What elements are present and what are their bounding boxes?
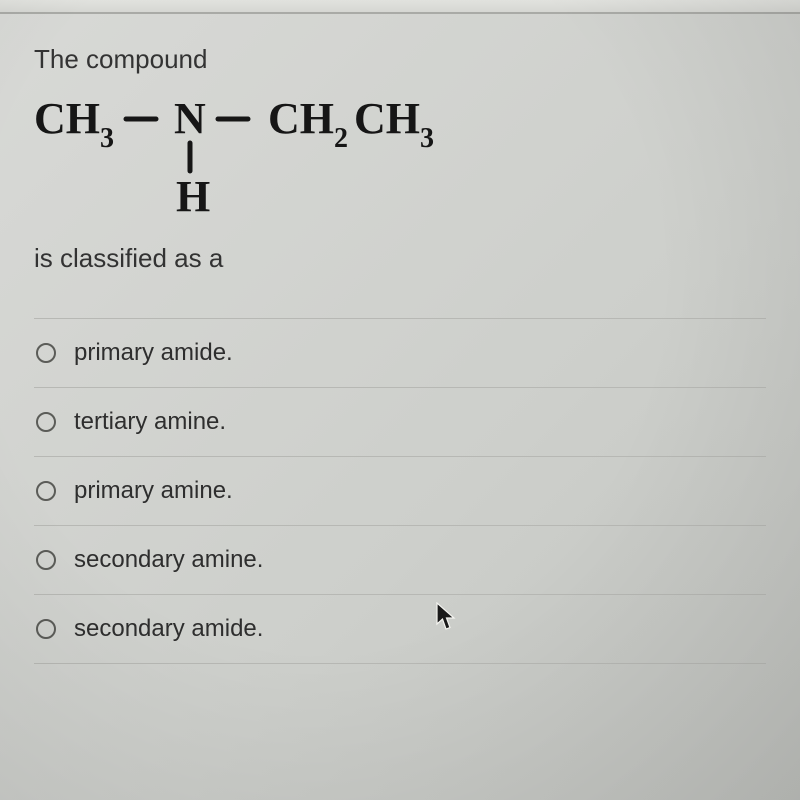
option-label: tertiary amine.	[74, 408, 226, 436]
formula-group-0-main: CH	[34, 94, 100, 143]
option-label: secondary amine.	[74, 546, 263, 574]
formula-group-3-main: CH	[354, 94, 420, 143]
question-block: The compound CH 3 N CH 2 CH 3 H is class…	[0, 0, 800, 674]
radio-icon[interactable]	[36, 481, 56, 501]
option-label: secondary amide.	[74, 615, 263, 643]
option-label: primary amine.	[74, 477, 233, 505]
question-lead-text: The compound	[34, 44, 766, 75]
radio-icon[interactable]	[36, 412, 56, 432]
formula-group-1-main: N	[174, 94, 206, 143]
radio-icon[interactable]	[36, 619, 56, 639]
options-list: primary amide. tertiary amine. primary a…	[34, 318, 766, 664]
formula-group-0-sub: 3	[100, 123, 114, 154]
formula-group-2-main: CH	[268, 94, 334, 143]
window-frame-top	[0, 0, 800, 14]
radio-icon[interactable]	[36, 550, 56, 570]
question-tail-text: is classified as a	[34, 243, 766, 274]
radio-icon[interactable]	[36, 343, 56, 363]
option-row-3[interactable]: secondary amine.	[34, 526, 766, 595]
formula-svg: CH 3 N CH 2 CH 3 H	[34, 85, 594, 225]
option-row-0[interactable]: primary amide.	[34, 319, 766, 388]
option-label: primary amide.	[74, 339, 233, 367]
option-row-4[interactable]: secondary amide.	[34, 595, 766, 664]
option-row-1[interactable]: tertiary amine.	[34, 388, 766, 457]
formula-group-2-sub: 2	[334, 123, 348, 154]
chemical-formula: CH 3 N CH 2 CH 3 H	[34, 85, 766, 225]
formula-group-3-sub: 3	[420, 123, 434, 154]
option-row-2[interactable]: primary amine.	[34, 457, 766, 526]
formula-branch-atom: H	[176, 172, 210, 221]
